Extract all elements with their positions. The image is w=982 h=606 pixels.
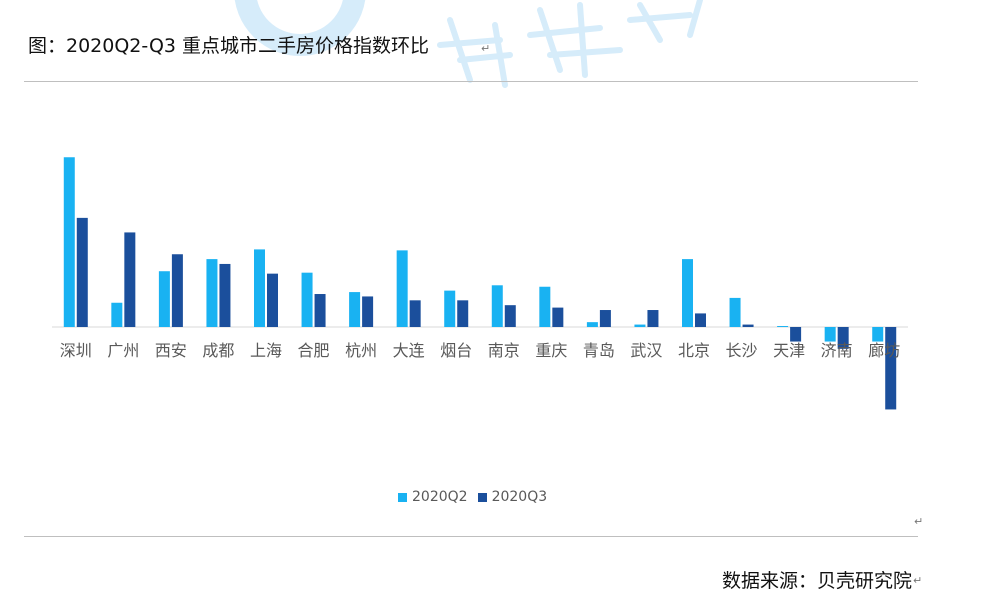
bar-2020q2-14 bbox=[729, 297, 741, 327]
figure-title: 图：2020Q2-Q3 重点城市二手房价格指数环比 bbox=[28, 35, 430, 57]
x-tick-label: 重庆 bbox=[535, 341, 567, 360]
bar-2020q3-5 bbox=[314, 294, 326, 327]
bar-2020q2-1 bbox=[111, 302, 123, 327]
x-tick-label: 合肥 bbox=[298, 341, 330, 360]
legend-label-q3: 2020Q3 bbox=[491, 489, 548, 505]
bar-2020q3-13 bbox=[695, 313, 706, 327]
x-tick-label: 大连 bbox=[393, 341, 425, 360]
x-tick-label: 武汉 bbox=[630, 341, 662, 360]
bar-2020q2-8 bbox=[444, 290, 456, 327]
bar-2020q3-14 bbox=[742, 324, 754, 327]
bar-2020q3-8 bbox=[457, 300, 469, 327]
x-tick-label: 深圳 bbox=[60, 341, 92, 360]
bar-2020q2-11 bbox=[586, 322, 598, 327]
bar-2020q2-12 bbox=[634, 324, 646, 327]
bar-2020q3-0 bbox=[76, 217, 88, 327]
x-tick-label: 廊坊 bbox=[868, 341, 900, 360]
chart-legend: 2020Q2 2020Q3 bbox=[398, 489, 557, 505]
x-tick-label: 成都 bbox=[202, 341, 234, 360]
top-rule bbox=[24, 81, 918, 82]
bar-2020q3-16 bbox=[837, 327, 849, 349]
x-tick-label: 青岛 bbox=[583, 341, 615, 360]
x-tick-label: 天津 bbox=[773, 341, 805, 360]
bar-2020q3-7 bbox=[409, 300, 421, 327]
bar-2020q2-15 bbox=[777, 326, 789, 327]
bottom-rule bbox=[24, 536, 918, 537]
data-source-note: 数据来源：贝壳研究院 bbox=[721, 570, 912, 592]
bar-2020q3-15 bbox=[790, 327, 802, 342]
legend-item-q3: 2020Q3 bbox=[477, 489, 548, 505]
x-tick-label: 南京 bbox=[488, 341, 520, 360]
x-tick-label: 杭州 bbox=[345, 341, 377, 360]
bar-2020q3-10 bbox=[552, 307, 564, 327]
x-tick-label: 西安 bbox=[155, 341, 187, 360]
watermark-strokes bbox=[437, 0, 703, 88]
bar-2020q3-12 bbox=[647, 310, 659, 327]
bar-2020q3-6 bbox=[362, 296, 374, 327]
bar-2020q2-7 bbox=[396, 250, 408, 327]
legend-label-q2: 2020Q2 bbox=[412, 489, 468, 505]
bar-2020q2-2 bbox=[158, 271, 170, 327]
bar-2020q2-4 bbox=[254, 249, 265, 327]
bar-2020q3-9 bbox=[504, 305, 516, 327]
watermark-ring bbox=[234, 0, 366, 56]
bar-2020q3-17 bbox=[885, 327, 897, 410]
watermark-logo bbox=[234, 0, 703, 88]
bar-2020q2-9 bbox=[491, 285, 503, 327]
bar-2020q3-1 bbox=[124, 232, 136, 327]
bar-2020q2-0 bbox=[63, 157, 75, 327]
legend-swatch-q3 bbox=[477, 492, 487, 502]
x-tick-label: 济南 bbox=[821, 341, 853, 360]
paragraph-mark: ↵ bbox=[914, 515, 924, 528]
bar-2020q2-3 bbox=[206, 259, 218, 327]
bar-2020q3-11 bbox=[599, 310, 611, 327]
bar-2020q3-3 bbox=[219, 263, 231, 327]
bar-2020q2-13 bbox=[682, 259, 693, 327]
legend-item-q2: 2020Q2 bbox=[398, 489, 468, 505]
bar-2020q2-17 bbox=[872, 327, 884, 342]
bar-2020q2-16 bbox=[824, 327, 836, 342]
legend-swatch-q2 bbox=[398, 492, 407, 502]
paragraph-mark: ↵ bbox=[481, 42, 491, 55]
bar-2020q2-10 bbox=[539, 286, 551, 327]
bar-2020q3-2 bbox=[171, 254, 183, 327]
bar-2020q3-4 bbox=[267, 273, 278, 327]
paragraph-mark: ↵ bbox=[913, 574, 923, 587]
x-tick-label: 北京 bbox=[678, 341, 710, 360]
bar-2020q2-6 bbox=[349, 292, 361, 327]
x-tick-label: 上海 bbox=[250, 341, 282, 360]
bar-2020q2-5 bbox=[301, 272, 313, 327]
x-tick-label: 长沙 bbox=[726, 341, 758, 360]
x-tick-label: 烟台 bbox=[440, 341, 472, 360]
x-tick-label: 广州 bbox=[107, 341, 139, 360]
